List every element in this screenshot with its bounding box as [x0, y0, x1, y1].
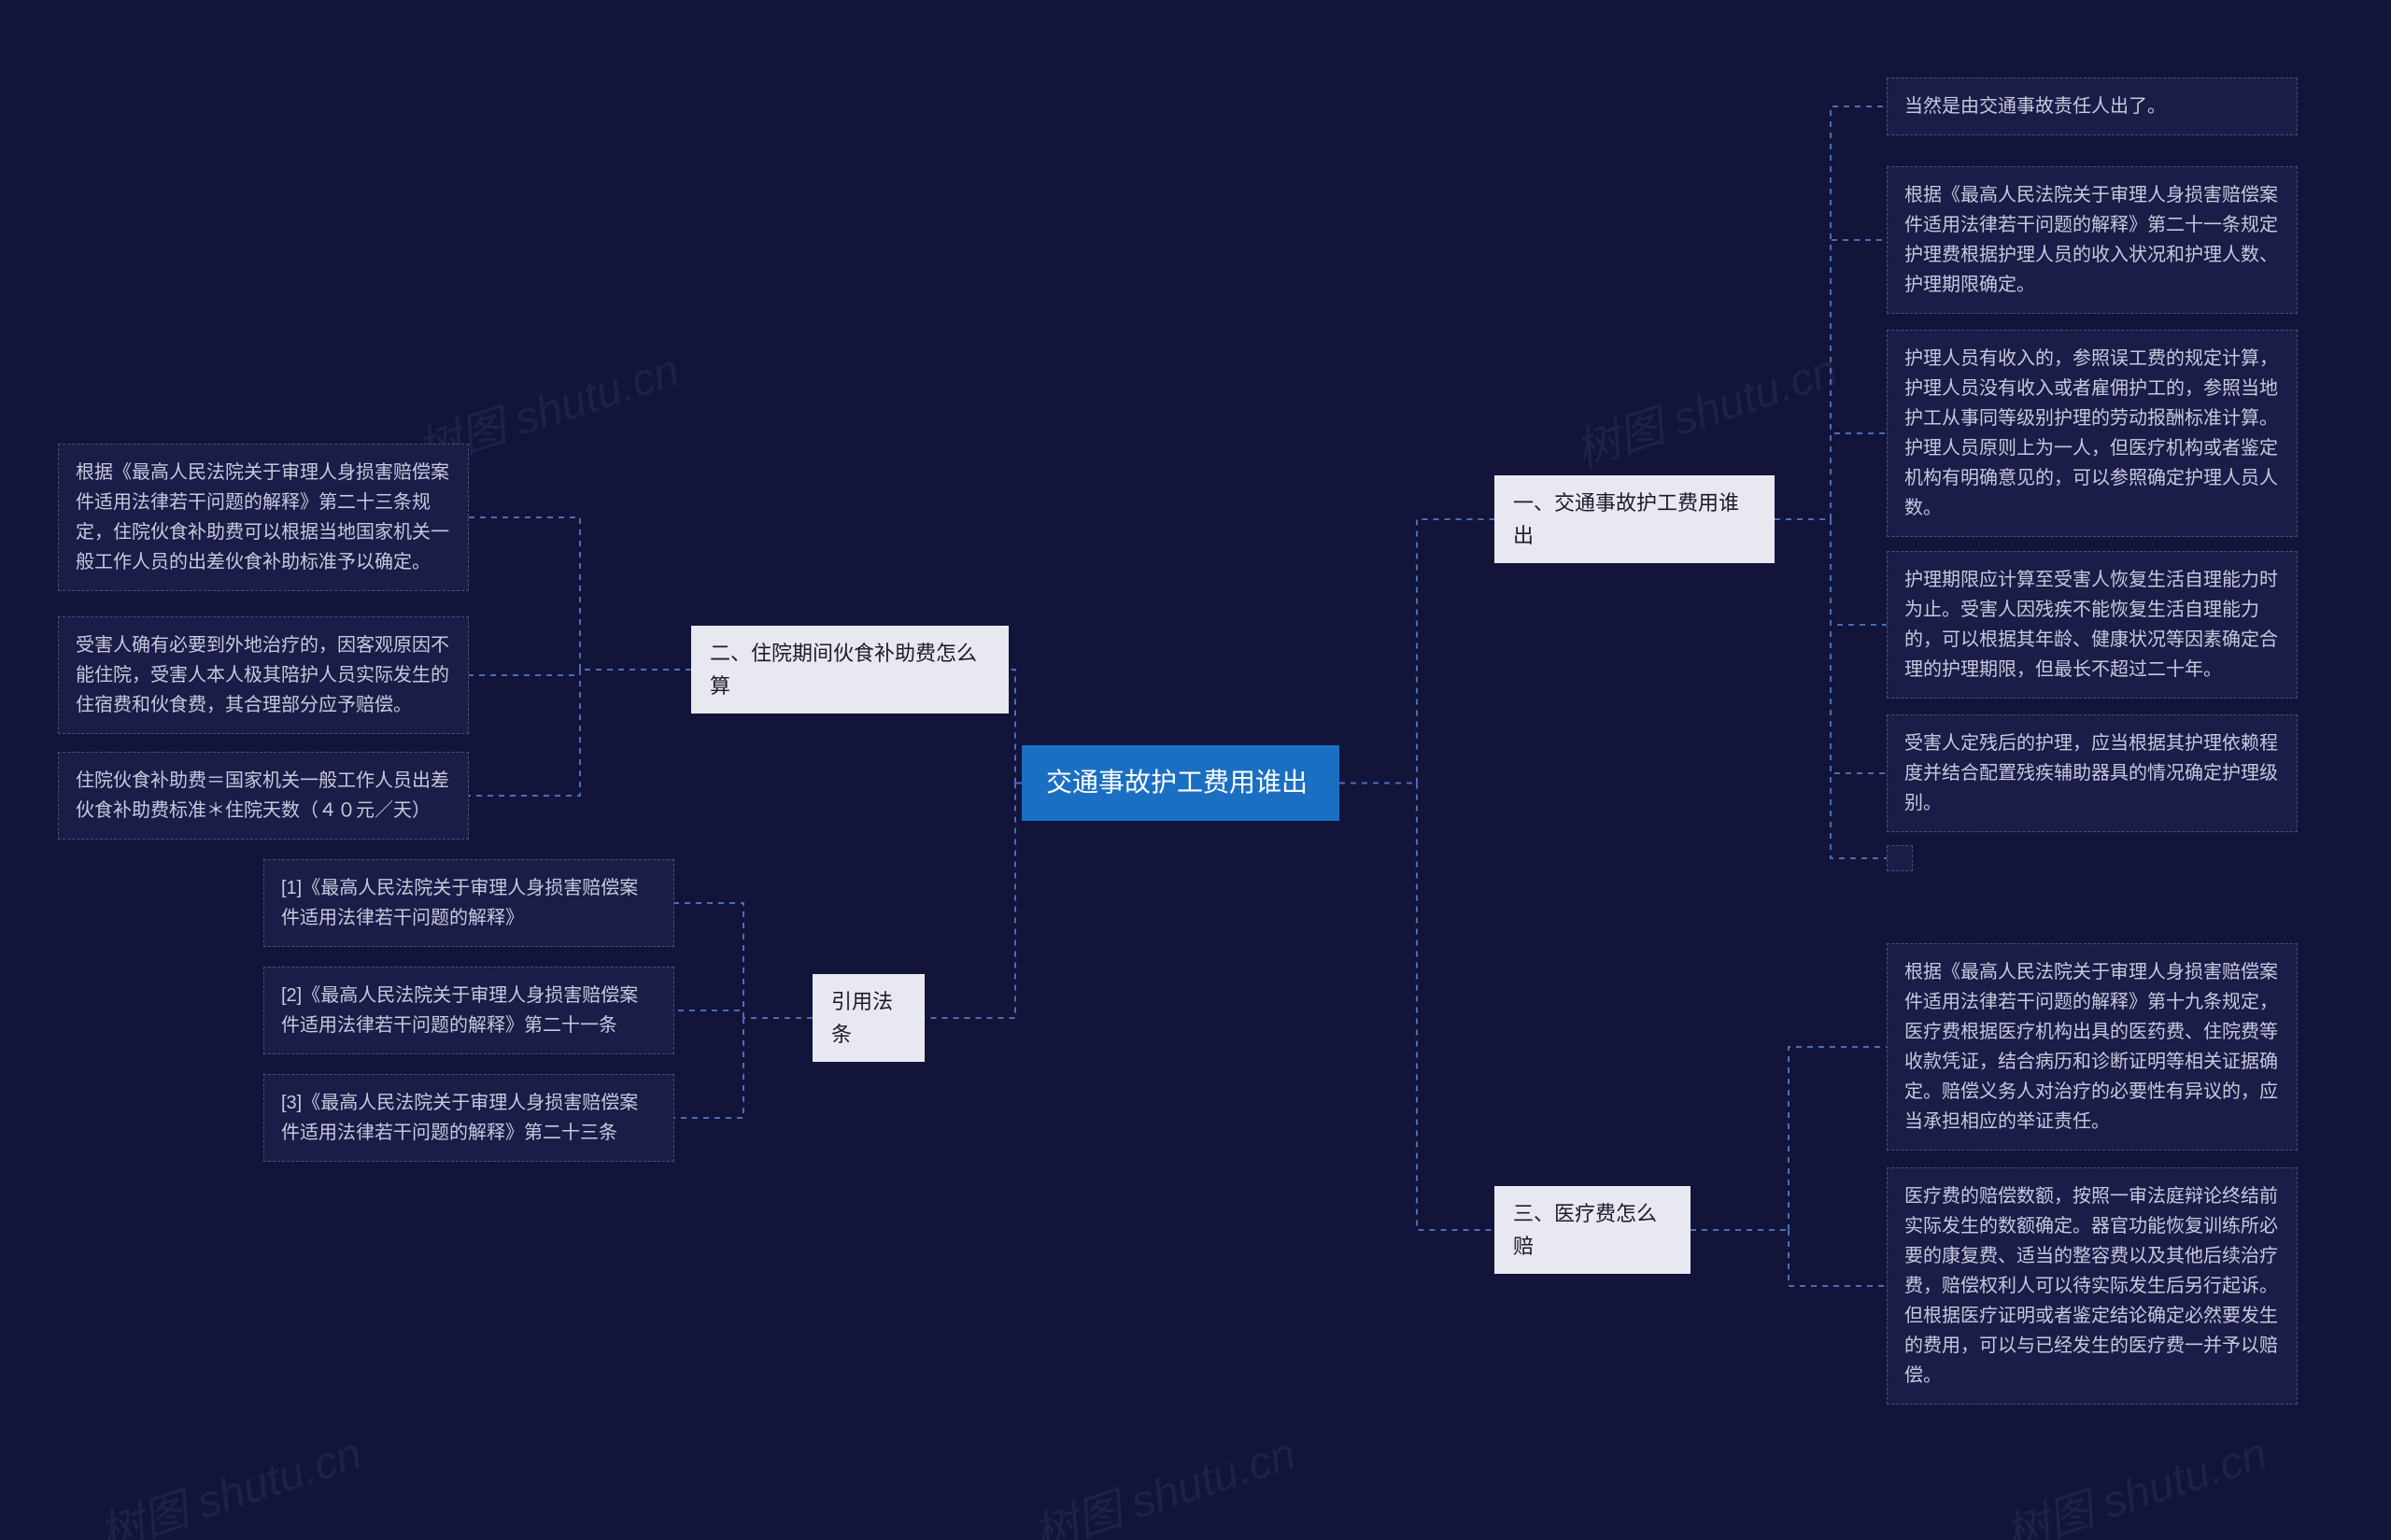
- leaf-2b[interactable]: 受害人确有必要到外地治疗的，因客观原因不能住院，受害人本人极其陪护人员实际发生的…: [58, 616, 469, 734]
- branch-section-2[interactable]: 二、住院期间伙食补助费怎么算: [691, 626, 1009, 713]
- watermark: 树图 shutu.cn: [90, 1417, 368, 1540]
- leaf-1a[interactable]: 当然是由交通事故责任人出了。: [1887, 78, 2298, 135]
- leaf-3a[interactable]: 根据《最高人民法院关于审理人身损害赔偿案件适用法律若干问题的解释》第十九条规定，…: [1887, 943, 2298, 1151]
- leaf-4a[interactable]: [1]《最高人民法院关于审理人身损害赔偿案件适用法律若干问题的解释》: [263, 859, 674, 947]
- watermark: 树图 shutu.cn: [1995, 1417, 2273, 1540]
- leaf-1c[interactable]: 护理人员有收入的，参照误工费的规定计算，护理人员没有收入或者雇佣护工的，参照当地…: [1887, 330, 2298, 537]
- leaf-4b[interactable]: [2]《最高人民法院关于审理人身损害赔偿案件适用法律若干问题的解释》第二十一条: [263, 967, 674, 1054]
- leaf-4c[interactable]: [3]《最高人民法院关于审理人身损害赔偿案件适用法律若干问题的解释》第二十三条: [263, 1074, 674, 1162]
- branch-section-3[interactable]: 三、医疗费怎么赔: [1494, 1186, 1691, 1274]
- leaf-2c[interactable]: 住院伙食补助费＝国家机关一般工作人员出差伙食补助费标准＊住院天数（４０元／天）: [58, 752, 469, 840]
- leaf-1e[interactable]: 受害人定残后的护理，应当根据其护理依赖程度并结合配置残疾辅助器具的情况确定护理级…: [1887, 714, 2298, 832]
- leaf-1f-empty[interactable]: [1887, 845, 1913, 871]
- watermark: 树图 shutu.cn: [1024, 1417, 1302, 1540]
- root-node[interactable]: 交通事故护工费用谁出: [1022, 745, 1339, 821]
- mindmap-canvas: 树图 shutu.cn 树图 shutu.cn 树图 shutu.cn 树图 s…: [0, 0, 2391, 1540]
- branch-section-1[interactable]: 一、交通事故护工费用谁出: [1494, 475, 1775, 563]
- branch-references[interactable]: 引用法条: [813, 974, 925, 1062]
- leaf-1d[interactable]: 护理期限应计算至受害人恢复生活自理能力时为止。受害人因残疾不能恢复生活自理能力的…: [1887, 551, 2298, 699]
- leaf-3b[interactable]: 医疗费的赔偿数额，按照一审法庭辩论终结前实际发生的数额确定。器官功能恢复训练所必…: [1887, 1167, 2298, 1405]
- leaf-2a[interactable]: 根据《最高人民法院关于审理人身损害赔偿案件适用法律若干问题的解释》第二十三条规定…: [58, 444, 469, 591]
- leaf-1b[interactable]: 根据《最高人民法院关于审理人身损害赔偿案件适用法律若干问题的解释》第二十一条规定…: [1887, 166, 2298, 314]
- watermark: 树图 shutu.cn: [1565, 333, 1844, 479]
